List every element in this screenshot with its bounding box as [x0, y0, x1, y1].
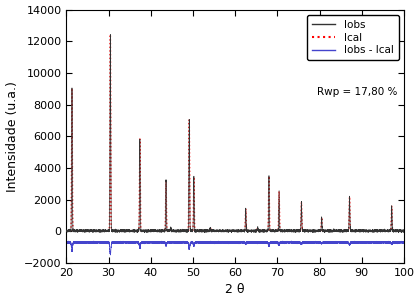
- Iobs: [281, 230, 286, 233]
- Iobs - Ical: [306, 241, 311, 245]
- Iobs - Ical: [289, 239, 294, 243]
- Iobs: [402, 230, 407, 233]
- Y-axis label: Intensidade (u.a.): Intensidade (u.a.): [5, 81, 18, 192]
- Ical: [402, 229, 407, 233]
- Line: Ical: Ical: [66, 34, 404, 231]
- Iobs: [223, 229, 228, 233]
- Legend: Iobs, Ical, Iobs - Ical: Iobs, Ical, Iobs - Ical: [307, 15, 399, 60]
- Iobs - Ical: [148, 240, 153, 244]
- Ical: [281, 229, 286, 233]
- Iobs - Ical: [64, 240, 69, 244]
- Text: Rwp = 17,80 %: Rwp = 17,80 %: [318, 87, 398, 97]
- Ical: [268, 229, 273, 233]
- Iobs - Ical: [223, 240, 228, 244]
- Iobs: [229, 231, 234, 235]
- Iobs - Ical: [380, 241, 385, 244]
- Ical: [64, 229, 69, 233]
- Iobs: [268, 229, 273, 233]
- Iobs - Ical: [108, 253, 113, 257]
- Iobs: [148, 228, 153, 232]
- Iobs - Ical: [268, 240, 273, 244]
- Ical: [108, 33, 113, 36]
- Ical: [306, 229, 311, 233]
- X-axis label: 2 θ: 2 θ: [226, 284, 245, 297]
- Line: Iobs - Ical: Iobs - Ical: [66, 241, 404, 255]
- Ical: [148, 229, 153, 233]
- Iobs: [108, 33, 113, 36]
- Iobs: [306, 228, 311, 232]
- Iobs - Ical: [402, 240, 407, 244]
- Iobs: [64, 229, 69, 233]
- Ical: [223, 229, 228, 233]
- Ical: [380, 229, 385, 233]
- Iobs - Ical: [281, 240, 286, 244]
- Line: Iobs: Iobs: [66, 34, 404, 233]
- Iobs: [380, 228, 385, 232]
